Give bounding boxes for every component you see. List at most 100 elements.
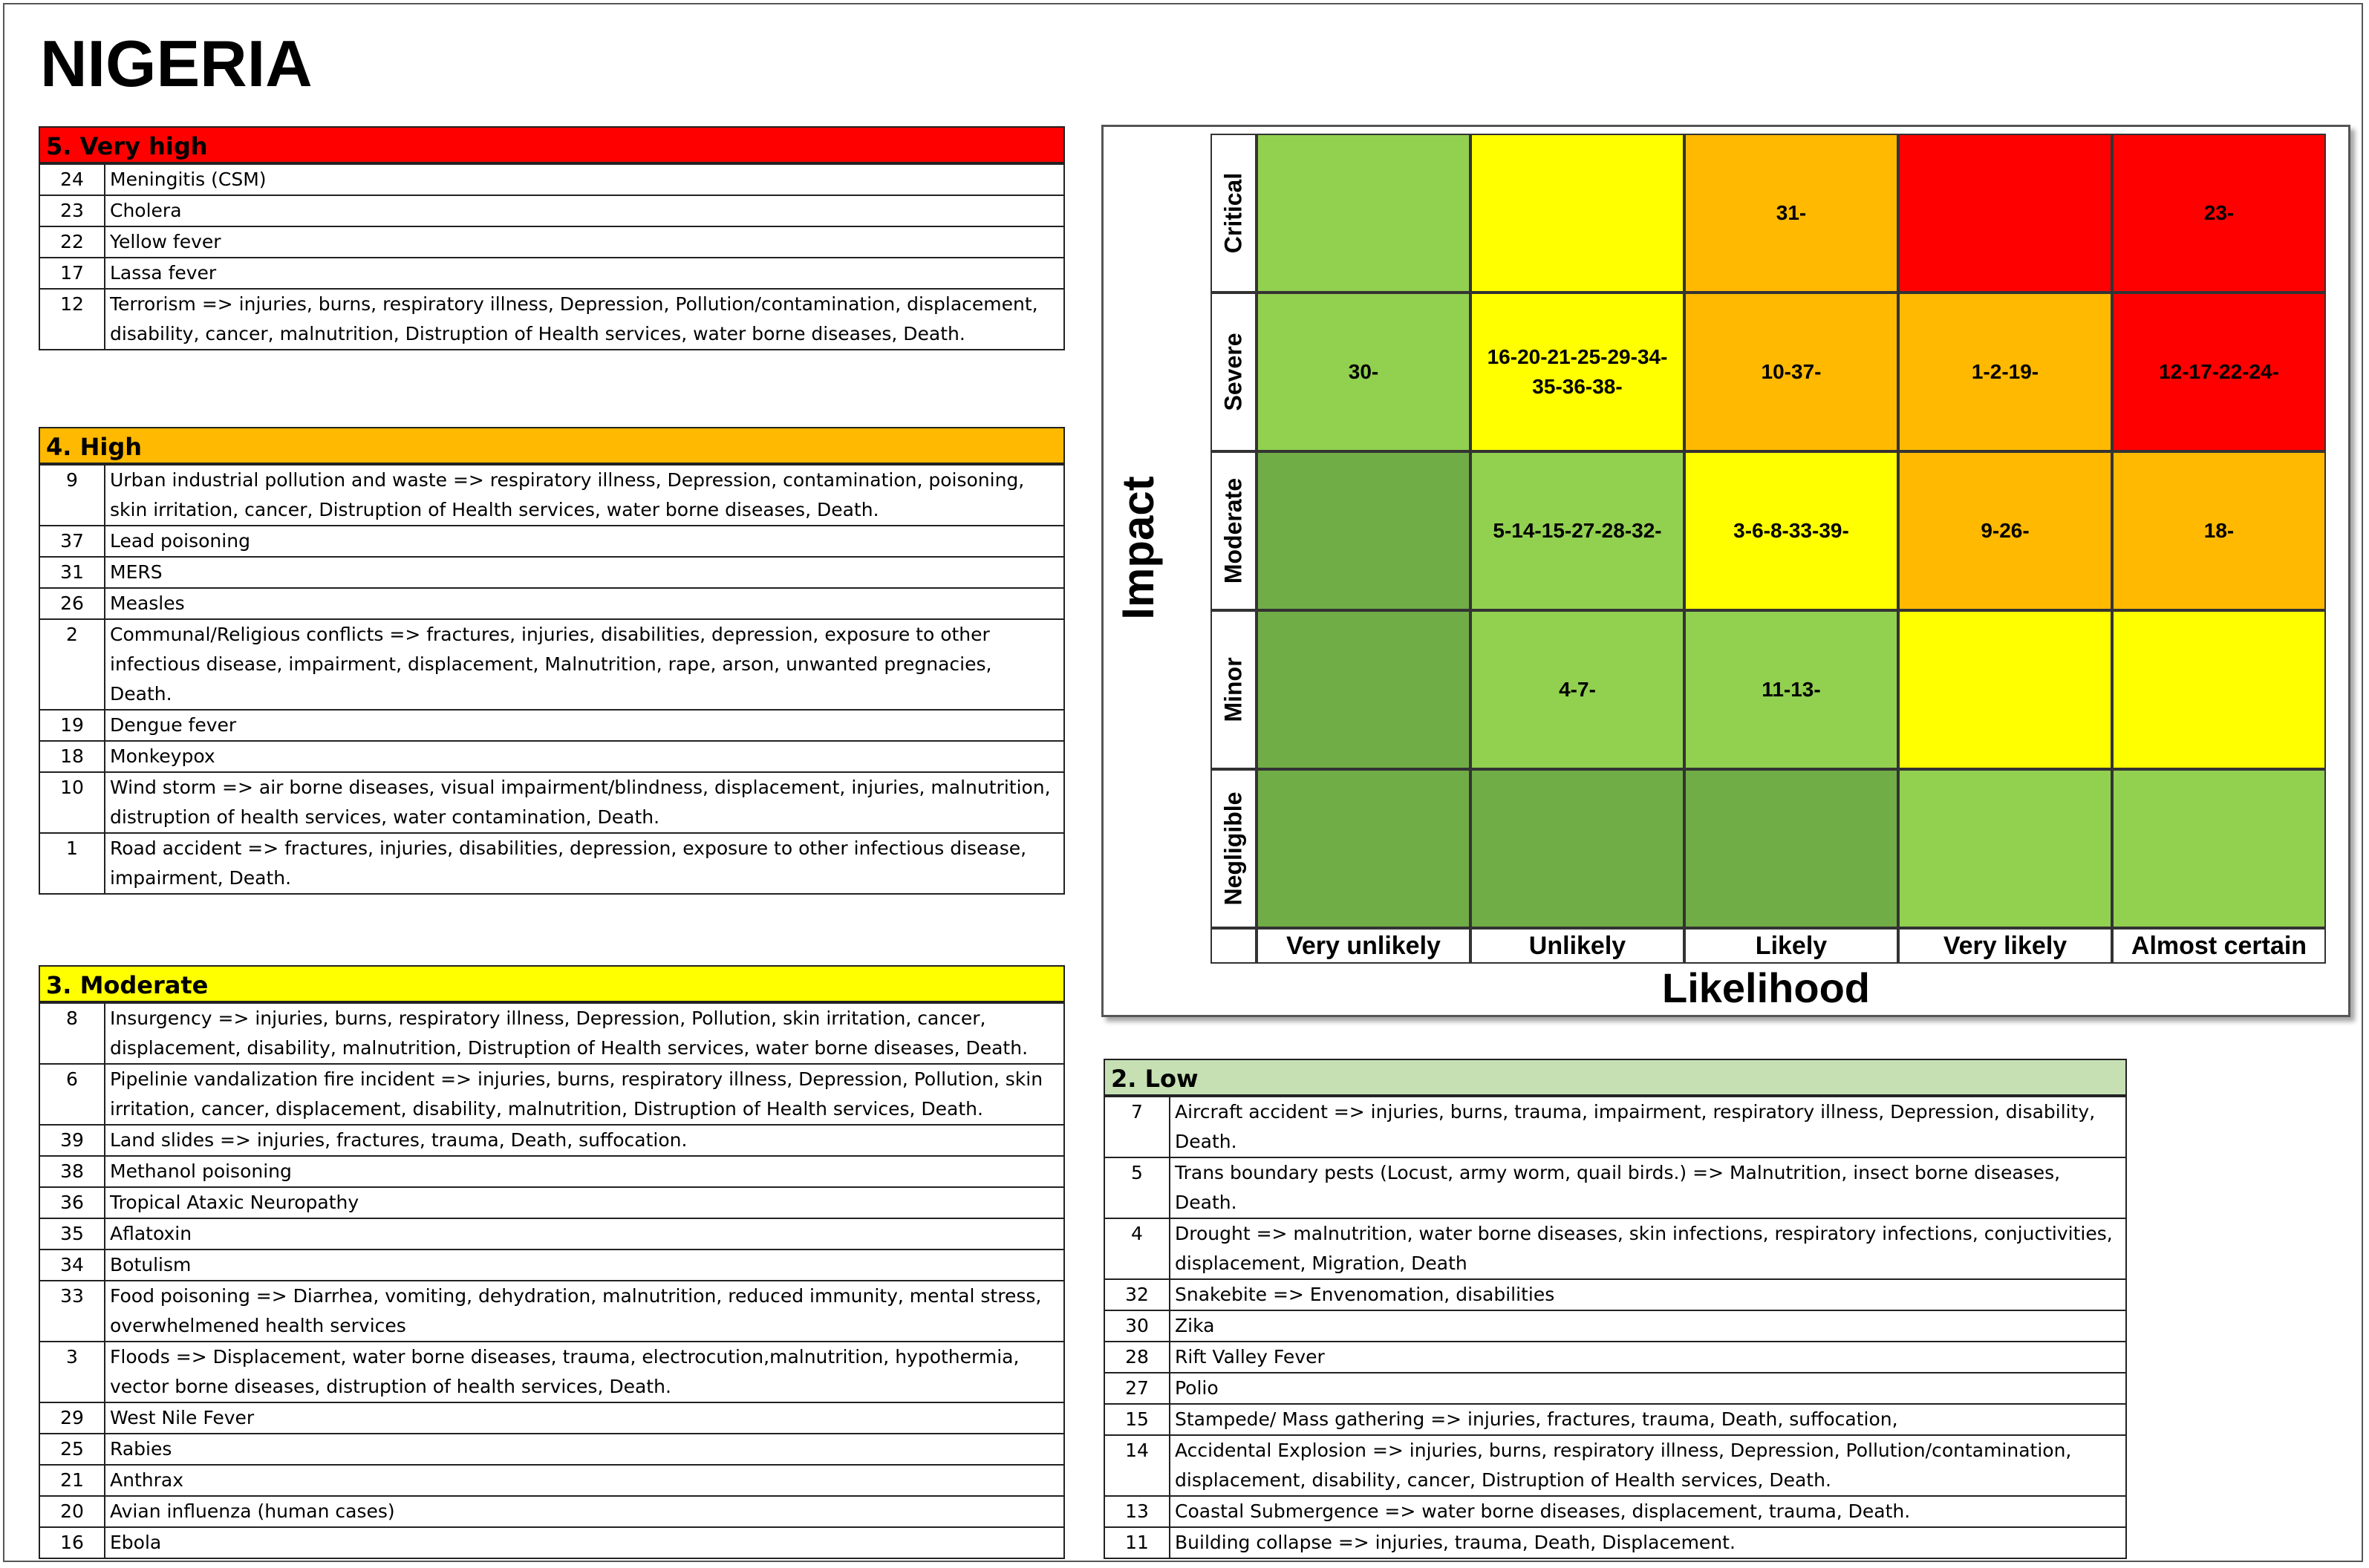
matrix-cell xyxy=(1898,769,2112,928)
table-row: 17 Lassa fever xyxy=(39,257,1065,290)
impact-level-label: Negligible xyxy=(1210,769,1257,928)
likelihood-axis-title: Likelihood xyxy=(1662,964,1870,1011)
likelihood-level-label: Almost certain xyxy=(2112,928,2326,964)
table-row: 1 Road accident => fractures, injuries, d… xyxy=(39,832,1065,895)
table-row: 28 Rift Valley Fever xyxy=(1104,1341,2127,1373)
hazard-number: 15 xyxy=(1104,1403,1170,1436)
hazard-description: Aircraft accident => injuries, burns, tr… xyxy=(1169,1096,2127,1158)
hazard-number: 18 xyxy=(39,740,105,773)
matrix-cell: 4-7- xyxy=(1470,610,1684,769)
hazard-description: Accidental Explosion => injuries, burns,… xyxy=(1169,1434,2127,1497)
matrix-cell xyxy=(1257,610,1470,769)
table-row: 11 Building collapse => injuries, trauma,… xyxy=(1104,1526,2127,1559)
hazard-number: 1 xyxy=(39,832,105,895)
matrix-cell: 9-26- xyxy=(1898,451,2112,610)
table-row: 34 Botulism xyxy=(39,1249,1065,1281)
hazard-description: Rabies xyxy=(104,1433,1065,1466)
impact-level-label: Severe xyxy=(1210,293,1257,451)
table-row: 6 Pipelinie vandalization fire incident =… xyxy=(39,1063,1065,1126)
table-row: 33 Food poisoning => Diarrhea, vomiting, … xyxy=(39,1280,1065,1342)
matrix-cell: 31- xyxy=(1684,134,1898,293)
hazard-number: 39 xyxy=(39,1124,105,1157)
hazard-number: 31 xyxy=(39,556,105,589)
hazard-number: 17 xyxy=(39,257,105,290)
matrix-cell xyxy=(1898,610,2112,769)
very-high-risk-table: 24 Meningitis (CSM) 23 Cholera 22 Yellow feve… xyxy=(39,163,1065,350)
impact-level-text: Critical xyxy=(1219,172,1247,254)
table-row: 36 Tropical Ataxic Neuropathy xyxy=(39,1186,1065,1219)
hazard-number: 29 xyxy=(39,1402,105,1434)
hazard-number: 36 xyxy=(39,1186,105,1219)
hazard-description: Lassa fever xyxy=(104,257,1065,290)
table-row: 16 Ebola xyxy=(39,1526,1065,1559)
moderate-risk-table: 8 Insurgency => injuries, burns, respirat… xyxy=(39,1002,1065,1559)
matrix-cell: 16-20-21-25-29-34-35-36-38- xyxy=(1470,293,1684,451)
table-row: 35 Aflatoxin xyxy=(39,1218,1065,1250)
table-row: 5 Trans boundary pests (Locust, army worm… xyxy=(1104,1157,2127,1219)
hazard-number: 28 xyxy=(1104,1341,1170,1373)
table-row: 14 Accidental Explosion => injuries, burn… xyxy=(1104,1434,2127,1497)
matrix-cell xyxy=(1257,134,1470,293)
moderate-risk-section: 3. Moderate 8 Insurgency => injuries, bur… xyxy=(39,965,1065,1559)
impact-level-label: Minor xyxy=(1210,610,1257,769)
hazard-description: MERS xyxy=(104,556,1065,589)
hazard-description: Aflatoxin xyxy=(104,1218,1065,1250)
impact-axis-title: Impact xyxy=(1113,476,1163,620)
table-row: 27 Polio xyxy=(1104,1372,2127,1405)
table-row: 29 West Nile Fever xyxy=(39,1402,1065,1434)
hazard-description: Wind storm => air borne diseases, visual… xyxy=(104,771,1065,834)
section-heading-high: 4. High xyxy=(39,427,1065,464)
impact-level-text: Severe xyxy=(1219,333,1247,411)
hazard-description: Zika xyxy=(1169,1310,2127,1342)
hazard-description: Meningitis (CSM) xyxy=(104,163,1065,196)
table-row: 13 Coastal Submergence => water borne dis… xyxy=(1104,1495,2127,1528)
hazard-number: 35 xyxy=(39,1218,105,1250)
section-heading-very-high: 5. Very high xyxy=(39,126,1065,163)
hazard-description: Trans boundary pests (Locust, army worm,… xyxy=(1169,1157,2127,1219)
table-row: 15 Stampede/ Mass gathering => injuries, … xyxy=(1104,1403,2127,1436)
matrix-cell xyxy=(2112,769,2326,928)
hazard-description: Terrorism => injuries, burns, respirator… xyxy=(104,288,1065,350)
table-row: 18 Monkeypox xyxy=(39,740,1065,773)
hazard-number: 16 xyxy=(39,1526,105,1559)
hazard-number: 8 xyxy=(39,1002,105,1065)
hazard-description: Snakebite => Envenomation, disabilities xyxy=(1169,1278,2127,1311)
hazard-description: Yellow fever xyxy=(104,226,1065,258)
high-risk-section: 4. High 9 Urban industrial pollution and … xyxy=(39,427,1065,895)
page-title: NIGERIA xyxy=(40,27,313,100)
hazard-description: Urban industrial pollution and waste => … xyxy=(104,464,1065,526)
table-row: 25 Rabies xyxy=(39,1433,1065,1466)
table-row: 19 Dengue fever xyxy=(39,709,1065,742)
hazard-number: 21 xyxy=(39,1464,105,1497)
matrix-cell xyxy=(1470,134,1684,293)
hazard-number: 25 xyxy=(39,1433,105,1466)
hazard-number: 7 xyxy=(1104,1096,1170,1158)
hazard-description: West Nile Fever xyxy=(104,1402,1065,1434)
hazard-number: 37 xyxy=(39,525,105,558)
hazard-number: 5 xyxy=(1104,1157,1170,1219)
table-row: 32 Snakebite => Envenomation, disabilitie… xyxy=(1104,1278,2127,1311)
table-row: 23 Cholera xyxy=(39,195,1065,227)
low-risk-table: 7 Aircraft accident => injuries, burns, t… xyxy=(1104,1096,2127,1559)
matrix-cell xyxy=(1898,134,2112,293)
table-row: 26 Measles xyxy=(39,587,1065,620)
table-row: 38 Methanol poisoning xyxy=(39,1155,1065,1188)
table-row: 3 Floods => Displacement, water borne dis… xyxy=(39,1341,1065,1403)
hazard-number: 11 xyxy=(1104,1526,1170,1559)
likelihood-level-label: Very likely xyxy=(1898,928,2112,964)
table-row: 37 Lead poisoning xyxy=(39,525,1065,558)
hazard-number: 30 xyxy=(1104,1310,1170,1342)
matrix-cell: 23- xyxy=(2112,134,2326,293)
table-row: 7 Aircraft accident => injuries, burns, t… xyxy=(1104,1096,2127,1158)
hazard-description: Road accident => fractures, injuries, di… xyxy=(104,832,1065,895)
table-row: 4 Drought => malnutrition, water borne di… xyxy=(1104,1218,2127,1280)
likelihood-level-label: Very unlikely xyxy=(1257,928,1470,964)
hazard-description: Tropical Ataxic Neuropathy xyxy=(104,1186,1065,1219)
table-row: 30 Zika xyxy=(1104,1310,2127,1342)
hazard-number: 34 xyxy=(39,1249,105,1281)
matrix-cell xyxy=(1684,769,1898,928)
hazard-description: Methanol poisoning xyxy=(104,1155,1065,1188)
hazard-description: Stampede/ Mass gathering => injuries, fr… xyxy=(1169,1403,2127,1436)
hazard-description: Rift Valley Fever xyxy=(1169,1341,2127,1373)
hazard-number: 27 xyxy=(1104,1372,1170,1405)
